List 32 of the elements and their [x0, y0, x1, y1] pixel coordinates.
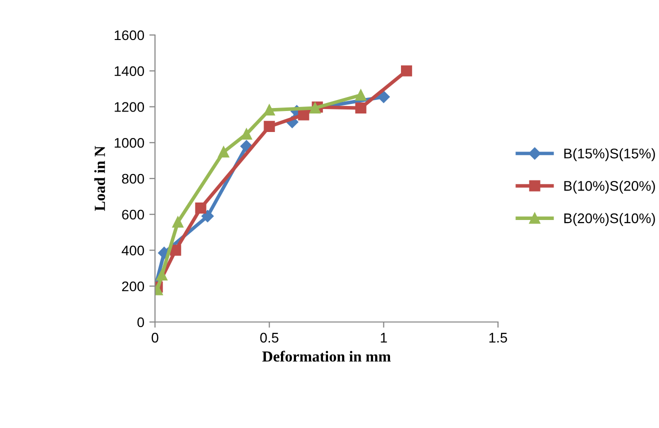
point — [378, 90, 390, 103]
point — [298, 109, 310, 120]
point — [170, 244, 182, 256]
legend-label: B(15%)S(15%) — [564, 148, 655, 162]
x-tick-label: 1.5 — [489, 332, 508, 343]
y-tick-label: 1200 — [114, 102, 144, 112]
point — [264, 120, 275, 132]
y-tick-label: 1000 — [114, 138, 144, 148]
point — [156, 269, 168, 281]
y-tick-label: 1600 — [114, 30, 144, 40]
point — [218, 146, 230, 158]
x-tick-label: 1 — [380, 332, 387, 342]
x-tick-label: 0 — [152, 332, 158, 343]
point — [201, 210, 214, 222]
y-tick-label: 0 — [137, 317, 144, 328]
x-tick-label: 0.5 — [260, 332, 278, 343]
point — [195, 202, 206, 214]
point — [355, 90, 366, 101]
point — [400, 65, 412, 76]
legend-label: B(20%)S(10%) — [564, 213, 655, 226]
x-axis-title: Deformation in mm — [262, 350, 391, 362]
y-tick-label: 200 — [122, 281, 144, 292]
y-tick-label: 1400 — [114, 66, 144, 76]
y-tick-label: 800 — [122, 174, 144, 184]
point — [172, 216, 184, 228]
point — [355, 102, 366, 114]
point — [264, 104, 275, 116]
y-axis-title: Load in N — [94, 146, 106, 211]
point — [240, 128, 252, 140]
legend-label: B(10%)S(20%) — [564, 180, 655, 194]
y-tick-label: 600 — [122, 210, 144, 220]
y-tick-label: 400 — [122, 246, 144, 256]
